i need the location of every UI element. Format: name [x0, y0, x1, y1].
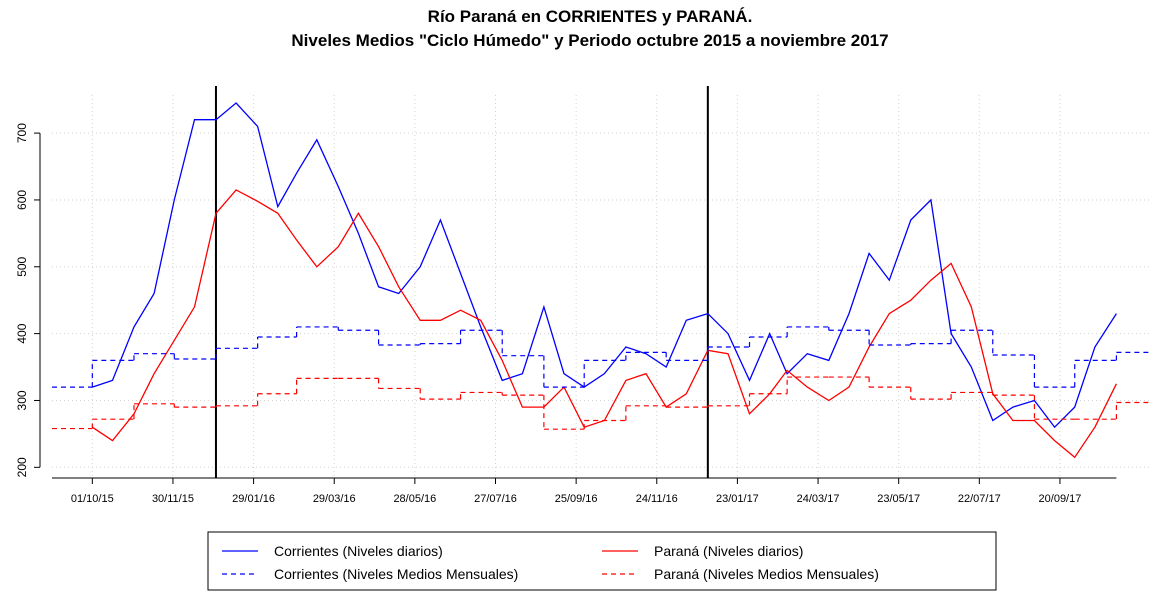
legend-label: Paraná (Niveles diarios): [654, 543, 803, 559]
chart-subtitle: Niveles Medios "Ciclo Húmedo" y Periodo …: [291, 31, 888, 50]
series-line: [92, 102, 1117, 429]
x-tick-label: 24/03/17: [797, 493, 840, 505]
x-tick-label: 29/03/16: [313, 493, 356, 505]
x-tick-label: 30/11/15: [152, 493, 194, 505]
x-tick-label: 25/09/16: [555, 493, 598, 505]
y-tick-label: 500: [15, 256, 29, 276]
x-tick-label: 24/11/16: [636, 493, 678, 505]
x-tick-label: 29/01/16: [232, 493, 275, 505]
x-tick-label: 20/09/17: [1039, 493, 1082, 505]
legend-label: Corrientes (Niveles Medios Mensuales): [274, 566, 518, 582]
y-tick-label: 700: [15, 123, 29, 143]
x-tick-label: 23/01/17: [716, 493, 759, 505]
legend-label: Paraná (Niveles Medios Mensuales): [654, 566, 879, 582]
y-tick-label: 300: [15, 390, 29, 410]
y-tick-label: 200: [15, 457, 29, 477]
x-tick-label: 28/05/16: [393, 493, 436, 505]
x-tick-label: 27/07/16: [474, 493, 517, 505]
series-line: [91, 189, 1117, 459]
chart-title: Río Paraná en CORRIENTES y PARANÁ.: [428, 7, 753, 26]
legend-label: Corrientes (Niveles diarios): [274, 543, 443, 559]
legend-box: [207, 531, 997, 591]
x-tick-label: 23/05/17: [877, 493, 920, 505]
x-tick-label: 01/10/15: [71, 493, 114, 505]
y-tick-label: 600: [15, 190, 29, 210]
x-tick-label: 22/07/17: [958, 493, 1001, 505]
y-tick-label: 400: [15, 323, 29, 343]
